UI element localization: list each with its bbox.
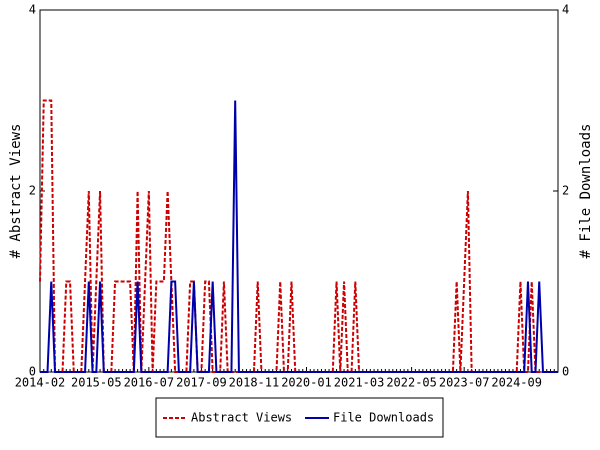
y-tick-label: 4 — [29, 3, 36, 17]
series-line — [39, 99, 558, 373]
y2-tick-label: 4 — [562, 3, 569, 17]
x-tick-label: 2018-11 — [229, 376, 280, 390]
legend-box — [155, 397, 444, 438]
y-tick-label: 2 — [29, 184, 36, 198]
y2-tick-label: 2 — [562, 184, 569, 198]
x-tick-label: 2021-03 — [334, 376, 385, 390]
y-tick-label: 0 — [29, 365, 36, 379]
plot-frame — [39, 9, 559, 373]
x-tick-label: 2023-07 — [439, 376, 490, 390]
x-tick-label: 2015-05 — [71, 376, 122, 390]
x-tick-label: 2017-09 — [176, 376, 227, 390]
x-tick-label: 2016-07 — [124, 376, 175, 390]
legend-label: File Downloads — [333, 411, 434, 425]
x-tick-label: 2020-01 — [281, 376, 332, 390]
y2-tick-label: 0 — [562, 365, 569, 379]
y-axis-label: # Abstract Views — [8, 124, 24, 259]
x-tick-label: 2022-05 — [386, 376, 437, 390]
legend-label: Abstract Views — [191, 411, 292, 425]
y2-axis-label: # File Downloads — [578, 124, 594, 259]
x-tick-label: 2024-09 — [491, 376, 542, 390]
series-line — [40, 100, 558, 373]
x-tick-label: 2014-02 — [15, 376, 66, 390]
